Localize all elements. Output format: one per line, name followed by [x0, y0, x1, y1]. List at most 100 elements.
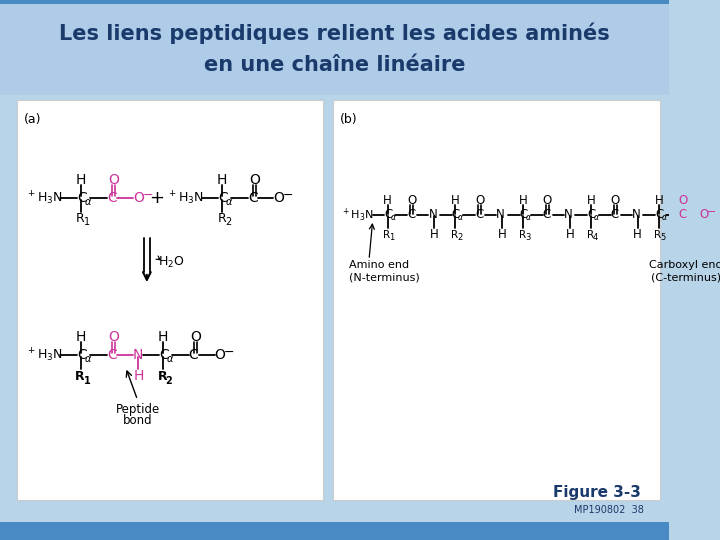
Text: O: O: [190, 330, 201, 344]
Text: H: H: [158, 330, 168, 344]
Text: R: R: [451, 230, 458, 240]
Text: −: −: [224, 346, 235, 359]
Text: N: N: [428, 208, 437, 221]
Text: −: −: [282, 188, 293, 201]
Text: C: C: [189, 348, 199, 362]
Text: α: α: [166, 354, 173, 364]
Text: O: O: [215, 348, 225, 362]
Text: 4: 4: [593, 233, 598, 242]
Text: H: H: [76, 330, 86, 344]
Text: C: C: [407, 208, 415, 221]
Text: C: C: [655, 208, 664, 221]
Text: 2: 2: [225, 217, 231, 227]
Text: N: N: [496, 208, 505, 221]
Text: α: α: [84, 197, 91, 207]
Text: H: H: [217, 173, 228, 187]
Text: H$_2$O: H$_2$O: [158, 254, 184, 269]
Text: O: O: [274, 191, 284, 205]
Text: (b): (b): [340, 113, 358, 126]
FancyBboxPatch shape: [333, 100, 660, 500]
Text: α: α: [662, 213, 667, 222]
Text: α: α: [526, 213, 531, 222]
Text: H: H: [498, 228, 506, 241]
Text: C: C: [159, 348, 168, 362]
Text: $^+$H$_3$N: $^+$H$_3$N: [341, 206, 374, 224]
Text: C: C: [218, 191, 228, 205]
Text: C: C: [520, 208, 528, 221]
Text: α: α: [594, 213, 599, 222]
Text: O: O: [133, 191, 144, 205]
Text: α: α: [390, 213, 395, 222]
Text: R: R: [158, 370, 168, 383]
Text: α: α: [458, 213, 463, 222]
Text: MP190802  38: MP190802 38: [575, 505, 644, 515]
Text: H: H: [430, 228, 438, 241]
Text: O: O: [407, 194, 416, 207]
Text: O: O: [108, 173, 119, 187]
Text: R: R: [76, 370, 85, 383]
Text: C: C: [678, 208, 687, 221]
Text: C: C: [475, 208, 483, 221]
Text: N: N: [133, 348, 143, 362]
Text: 5: 5: [661, 233, 666, 242]
Text: Figure 3-3: Figure 3-3: [553, 484, 641, 500]
FancyBboxPatch shape: [0, 522, 669, 540]
Text: C: C: [77, 191, 87, 205]
Text: H: H: [451, 194, 460, 207]
Text: (C-terminus): (C-terminus): [651, 273, 720, 283]
Text: R: R: [217, 213, 226, 226]
Text: C: C: [543, 208, 551, 221]
Text: $^+$H$_3$N: $^+$H$_3$N: [26, 190, 63, 207]
Text: en une chaîne linéaire: en une chaîne linéaire: [204, 55, 465, 75]
Text: O: O: [108, 330, 119, 344]
Text: α: α: [84, 354, 91, 364]
Text: O: O: [611, 194, 620, 207]
Text: C: C: [107, 191, 117, 205]
Text: R: R: [383, 230, 390, 240]
Text: 1: 1: [84, 376, 91, 386]
Text: C: C: [77, 348, 87, 362]
Text: $^+$H$_3$N: $^+$H$_3$N: [26, 346, 63, 364]
Text: C: C: [107, 348, 117, 362]
Text: C: C: [451, 208, 460, 221]
Text: H: H: [76, 173, 86, 187]
Text: Amino end: Amino end: [348, 260, 409, 270]
Text: H: H: [383, 194, 392, 207]
Text: α: α: [226, 197, 233, 207]
FancyBboxPatch shape: [0, 0, 669, 4]
Text: C: C: [384, 208, 392, 221]
Text: 2: 2: [166, 376, 172, 386]
Text: 3: 3: [525, 233, 531, 242]
Text: 1: 1: [84, 217, 90, 227]
Text: O: O: [678, 194, 688, 207]
Text: +: +: [148, 189, 163, 207]
Text: Peptide: Peptide: [115, 402, 160, 415]
Text: −: −: [706, 207, 716, 217]
Text: H: H: [587, 194, 595, 207]
Text: O: O: [699, 208, 708, 221]
Text: N: N: [632, 208, 641, 221]
Text: R: R: [518, 230, 526, 240]
Text: bond: bond: [122, 415, 153, 428]
FancyBboxPatch shape: [17, 100, 323, 500]
Text: −: −: [143, 188, 153, 201]
Text: Les liens peptidiques relient les acides aminés: Les liens peptidiques relient les acides…: [59, 22, 610, 44]
Text: (N-terminus): (N-terminus): [348, 273, 419, 283]
Text: C: C: [611, 208, 619, 221]
Text: H: H: [634, 228, 642, 241]
Text: H: H: [654, 194, 663, 207]
Text: 2: 2: [457, 233, 462, 242]
Text: (a): (a): [24, 113, 42, 126]
FancyBboxPatch shape: [0, 0, 669, 95]
Text: O: O: [249, 173, 260, 187]
Text: N: N: [564, 208, 573, 221]
Text: R: R: [76, 213, 85, 226]
Text: 1: 1: [390, 233, 395, 242]
Text: C: C: [248, 191, 258, 205]
Text: O: O: [543, 194, 552, 207]
Text: H: H: [519, 194, 528, 207]
Text: Carboxyl end: Carboxyl end: [649, 260, 720, 270]
FancyArrowPatch shape: [156, 256, 161, 260]
Text: R: R: [587, 230, 593, 240]
Text: C: C: [588, 208, 595, 221]
